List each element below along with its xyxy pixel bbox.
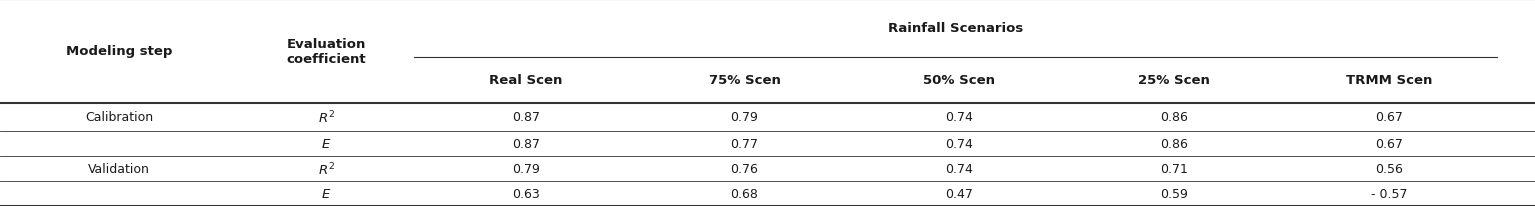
Text: 0.67: 0.67 <box>1375 111 1403 124</box>
Text: 0.76: 0.76 <box>731 163 758 175</box>
Text: 0.56: 0.56 <box>1375 163 1403 175</box>
Text: 0.74: 0.74 <box>946 163 973 175</box>
Text: Calibration: Calibration <box>84 111 154 124</box>
Text: Rainfall Scenarios: Rainfall Scenarios <box>887 22 1024 35</box>
Text: Evaluation
coefficient: Evaluation coefficient <box>287 37 365 66</box>
Text: Real Scen: Real Scen <box>490 74 562 87</box>
Text: 0.74: 0.74 <box>946 138 973 151</box>
Text: 0.77: 0.77 <box>731 138 758 151</box>
Text: TRMM Scen: TRMM Scen <box>1346 74 1432 87</box>
Text: $E$: $E$ <box>321 138 332 151</box>
Text: 0.71: 0.71 <box>1160 163 1188 175</box>
Text: $R^2$: $R^2$ <box>318 161 335 177</box>
Text: $R^2$: $R^2$ <box>318 109 335 126</box>
Text: 0.79: 0.79 <box>731 111 758 124</box>
Text: 0.74: 0.74 <box>946 111 973 124</box>
Text: 0.87: 0.87 <box>511 111 540 124</box>
Text: 0.67: 0.67 <box>1375 138 1403 151</box>
Text: 0.68: 0.68 <box>731 187 758 200</box>
Text: 0.59: 0.59 <box>1160 187 1188 200</box>
Text: - 0.57: - 0.57 <box>1371 187 1408 200</box>
Text: $E$: $E$ <box>321 187 332 200</box>
Text: 25% Scen: 25% Scen <box>1139 74 1210 87</box>
Text: 0.86: 0.86 <box>1160 111 1188 124</box>
Text: 0.87: 0.87 <box>511 138 540 151</box>
Text: 75% Scen: 75% Scen <box>709 74 780 87</box>
Text: 0.79: 0.79 <box>511 163 540 175</box>
Text: 0.63: 0.63 <box>511 187 540 200</box>
Text: 0.47: 0.47 <box>946 187 973 200</box>
Text: 0.86: 0.86 <box>1160 138 1188 151</box>
Text: Modeling step: Modeling step <box>66 45 172 58</box>
Text: 50% Scen: 50% Scen <box>924 74 995 87</box>
Text: Validation: Validation <box>87 163 150 175</box>
